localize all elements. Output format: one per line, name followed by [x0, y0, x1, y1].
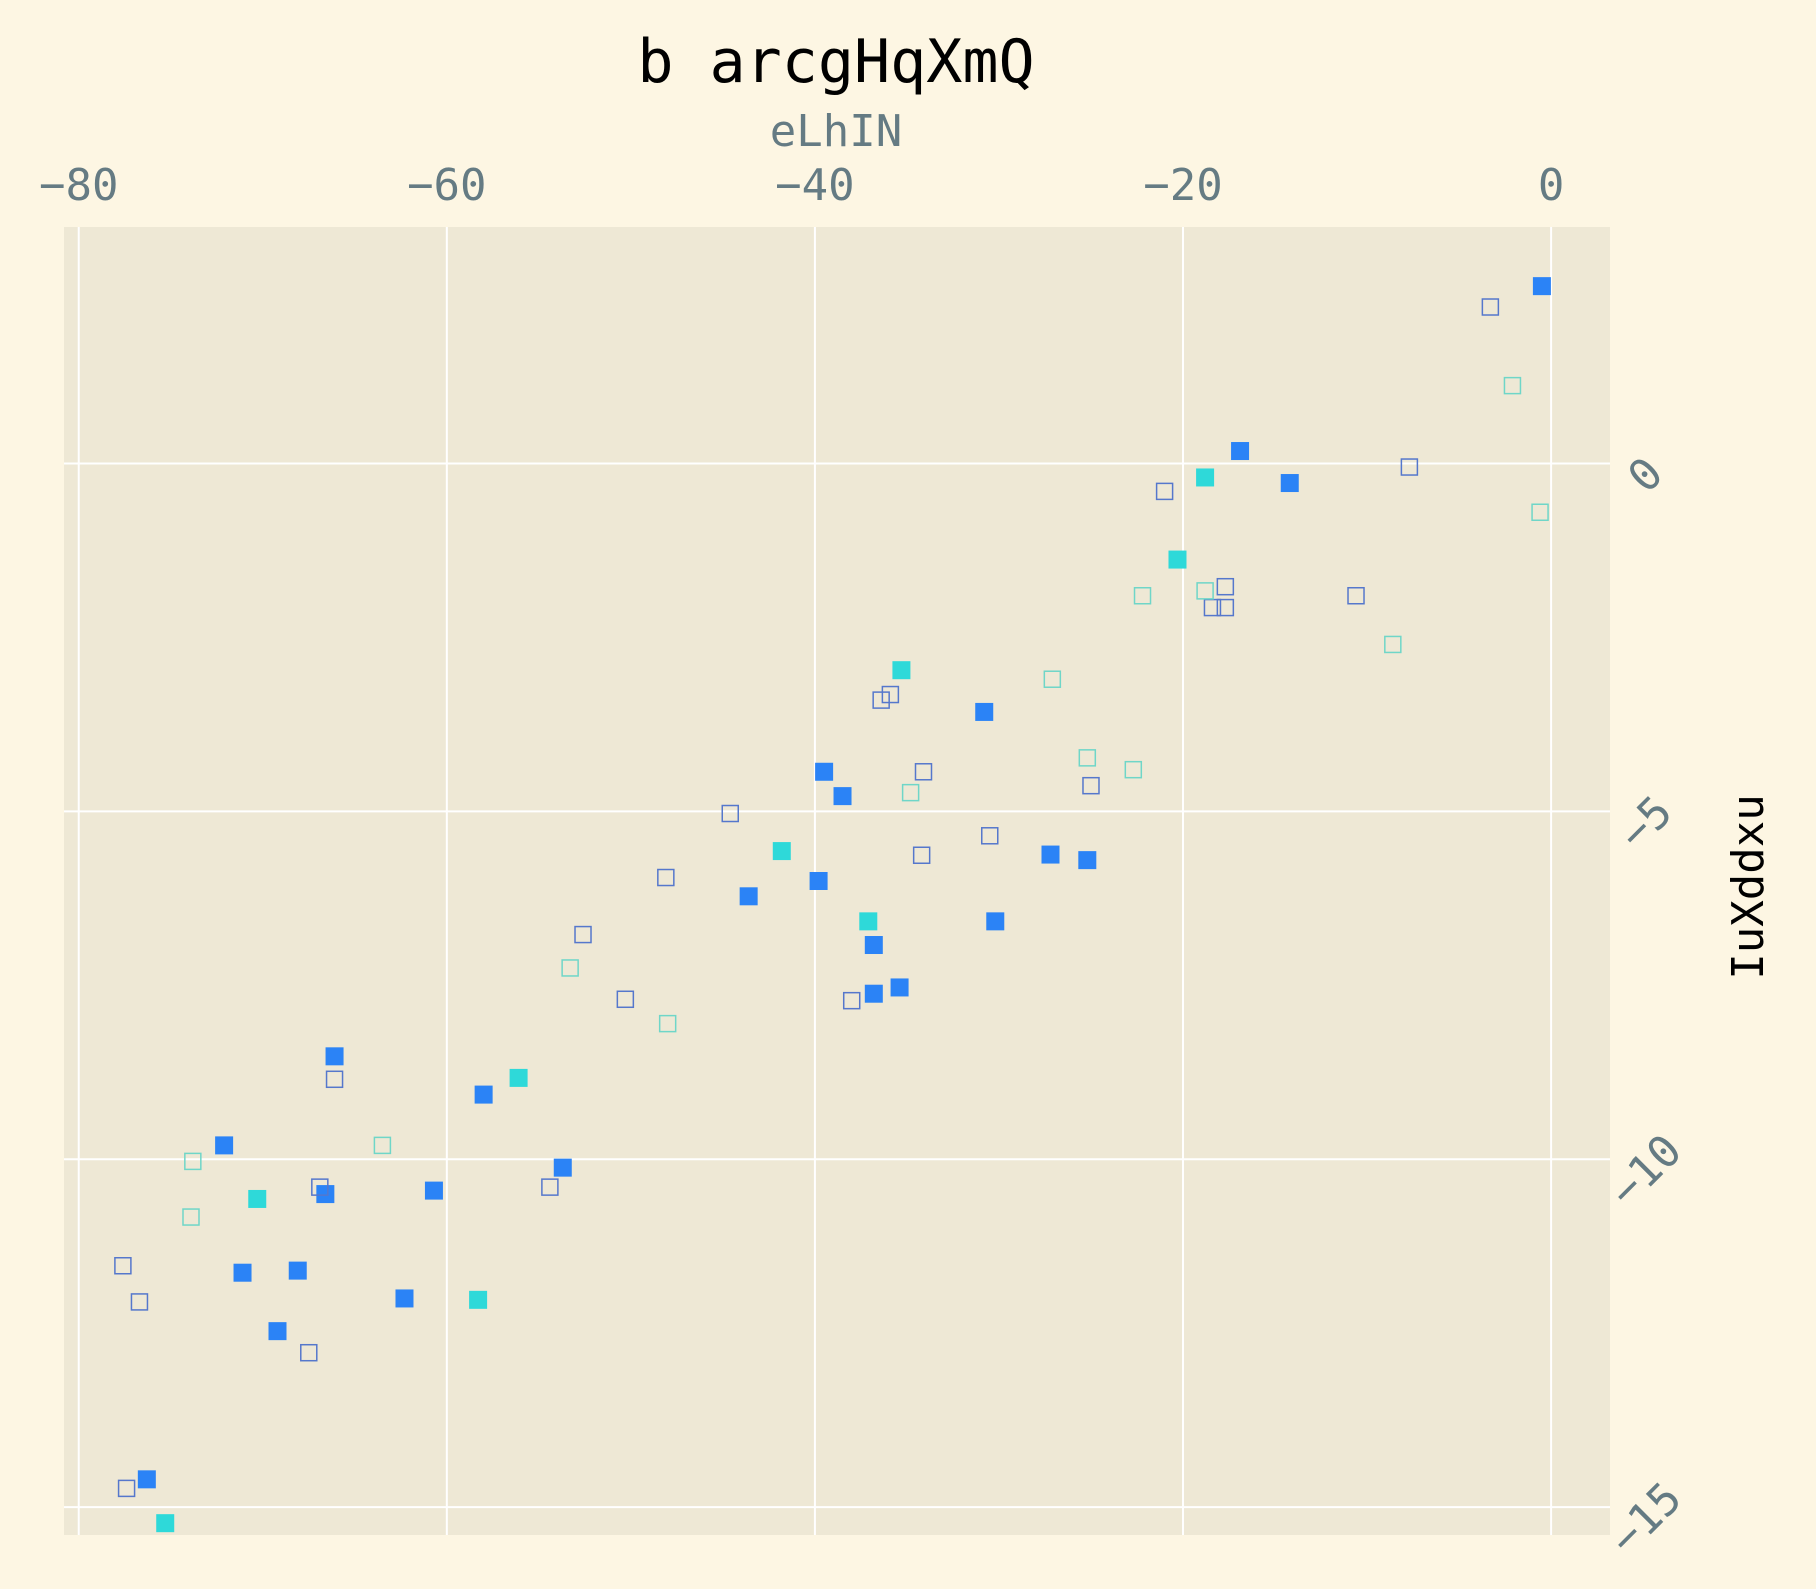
data-point-filled — [864, 984, 883, 1003]
data-point-filled — [288, 1261, 307, 1280]
data-point-open — [373, 1136, 392, 1155]
data-point-filled — [137, 1470, 156, 1489]
data-point-open — [981, 827, 999, 845]
data-point-filled — [395, 1289, 414, 1308]
data-point-filled — [1231, 442, 1250, 461]
data-point-filled — [890, 978, 909, 997]
data-point-filled — [316, 1185, 335, 1204]
data-point-open — [130, 1293, 149, 1311]
data-point-open — [657, 868, 675, 887]
data-point-open — [1155, 482, 1174, 501]
data-point-filled — [424, 1181, 443, 1200]
data-point-open — [114, 1256, 132, 1275]
data-point-open — [1531, 503, 1549, 522]
data-point-filled — [474, 1085, 493, 1104]
data-point-filled — [1041, 845, 1060, 864]
data-point-open — [1133, 586, 1152, 605]
chart-title: b arcgHqXmQ — [637, 27, 1034, 97]
data-point-open — [311, 1178, 329, 1196]
y-tick-label: −15 — [1600, 1473, 1692, 1565]
data-point-filled — [233, 1263, 252, 1282]
data-point-filled — [986, 912, 1005, 931]
data-point-filled — [248, 1189, 267, 1208]
x-tick-label: −40 — [775, 160, 854, 211]
data-point-filled — [1168, 550, 1187, 569]
data-point-filled — [859, 912, 878, 931]
data-point-open — [658, 1014, 677, 1033]
data-point-open — [1124, 760, 1143, 779]
x-tick-label: −80 — [39, 160, 118, 211]
grid-lines — [64, 227, 1610, 1535]
data-point-filled — [809, 872, 828, 890]
data-point-open — [1400, 458, 1419, 476]
data-point-open — [721, 804, 740, 823]
data-point-filled — [1078, 851, 1097, 870]
x-axis-label: eLhIN — [770, 106, 902, 157]
data-point-filled — [815, 762, 834, 781]
data-point-open — [1347, 586, 1365, 605]
data-point-open — [325, 1070, 344, 1089]
y-tick-label: −5 — [1609, 786, 1683, 860]
data-point-open — [842, 991, 861, 1010]
data-point-open — [872, 691, 890, 709]
data-point-open — [1196, 582, 1214, 600]
data-point-filled — [975, 702, 994, 721]
data-point-open — [914, 763, 933, 781]
data-point-open — [561, 959, 579, 977]
data-point-open — [182, 1208, 200, 1226]
data-point-open — [616, 990, 635, 1009]
data-point-open — [1503, 376, 1522, 395]
data-point-filled — [509, 1068, 528, 1087]
x-tick-label: −20 — [1143, 160, 1222, 211]
data-point-filled — [833, 787, 852, 806]
data-point-filled — [156, 1514, 175, 1533]
y-axis-label: IuXddxu — [1723, 794, 1774, 979]
y-tick-label: −10 — [1600, 1125, 1692, 1217]
data-point-filled — [553, 1158, 572, 1177]
data-point-filled — [325, 1047, 344, 1066]
data-point-open — [881, 685, 900, 704]
data-point-open — [541, 1178, 559, 1196]
data-point-open — [117, 1479, 136, 1498]
y-tick-labels: 0 −5 −10 −15 — [1600, 448, 1692, 1565]
data-points — [114, 277, 1551, 1533]
data-point-filled — [1196, 468, 1215, 487]
data-point-filled — [1280, 474, 1299, 493]
data-point-open — [912, 846, 931, 865]
data-point-filled — [772, 842, 791, 861]
x-tick-label: 0 — [1538, 160, 1565, 211]
data-point-filled — [215, 1136, 234, 1155]
data-point-filled — [469, 1290, 488, 1309]
data-point-open — [574, 925, 592, 944]
data-point-filled — [892, 661, 911, 680]
data-point-open — [300, 1343, 318, 1362]
data-point-open — [1481, 298, 1500, 316]
data-point-open — [1384, 635, 1402, 654]
data-point-open — [1043, 670, 1062, 688]
data-point-open — [1078, 749, 1097, 767]
y-tick-label: 0 — [1618, 448, 1673, 503]
data-point-open — [1216, 577, 1235, 596]
data-point-filled — [268, 1322, 287, 1341]
data-point-open — [901, 783, 920, 802]
data-point-filled — [739, 887, 758, 906]
x-tick-labels: −80 −60 −40 −20 0 — [39, 160, 1564, 211]
data-point-open — [184, 1152, 202, 1171]
data-point-filled — [864, 936, 883, 955]
plot-area — [64, 227, 1610, 1535]
data-point-open — [1216, 598, 1235, 617]
data-point-open — [1082, 776, 1100, 795]
x-tick-label: −60 — [407, 160, 486, 211]
data-point-filled — [1532, 277, 1551, 296]
